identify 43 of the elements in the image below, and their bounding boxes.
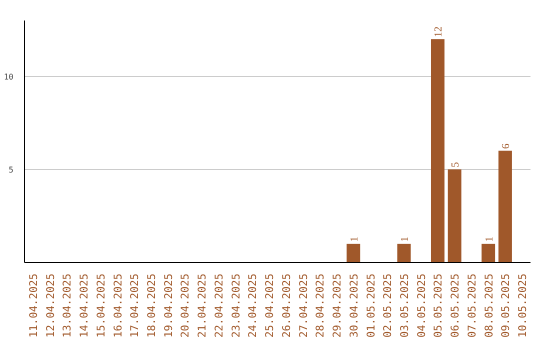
bar [430,39,444,262]
data-label: 5 [450,162,462,168]
x-tick-label: 29.04.2025 [330,274,344,338]
x-tick-label: 14.04.2025 [78,274,91,338]
x-tick-label: 25.04.2025 [263,274,276,338]
bar [346,244,360,262]
x-tick-label: 05.05.2025 [432,274,445,338]
x-tick-label: 13.04.2025 [60,274,74,338]
x-tick-label: 21.04.2025 [196,274,209,338]
x-tick-label: 11.04.2025 [26,274,40,338]
x-tick-label: 17.04.2025 [128,274,142,338]
y-tick-label: 10 [4,72,14,82]
x-tick-label: 12.04.2025 [44,274,57,338]
bar [498,150,512,262]
bar [448,169,462,262]
x-tick-label: 19.04.2025 [162,274,175,338]
data-label: 1 [484,236,496,242]
x-tick-label: 20.04.2025 [178,274,192,338]
x-tick-label: 30.04.2025 [347,274,360,338]
x-tick-label: 09.05.2025 [499,274,512,338]
x-tick-label: 08.05.2025 [482,274,496,338]
data-label: 1 [349,236,360,242]
x-tick-label: 03.05.2025 [398,274,411,338]
x-tick-label: 24.04.2025 [246,274,260,338]
x-tick-label: 28.04.2025 [314,274,327,338]
x-tick-label: 07.05.2025 [465,274,478,338]
x-tick-label: 06.05.2025 [448,274,462,338]
x-tick-label: 26.04.2025 [280,274,293,338]
data-label: 1 [400,236,411,242]
x-tick-label: 15.04.2025 [94,274,108,338]
x-tick-label: 22.04.2025 [212,274,226,338]
x-tick-label: 16.04.2025 [111,274,124,338]
x-tick-label: 23.04.2025 [229,274,242,338]
x-tick-label: 04.05.2025 [414,274,428,338]
x-tick-label: 02.05.2025 [381,274,394,338]
x-tick-label: 01.05.2025 [364,274,378,338]
data-label: 6 [501,142,512,149]
x-tick-label: 18.04.2025 [145,274,158,338]
bar [397,244,411,262]
data-label: 12 [434,26,445,38]
x-tick-label: 27.04.2025 [296,274,310,338]
x-tick-label: 10.05.2025 [516,274,530,338]
bar [482,244,496,262]
